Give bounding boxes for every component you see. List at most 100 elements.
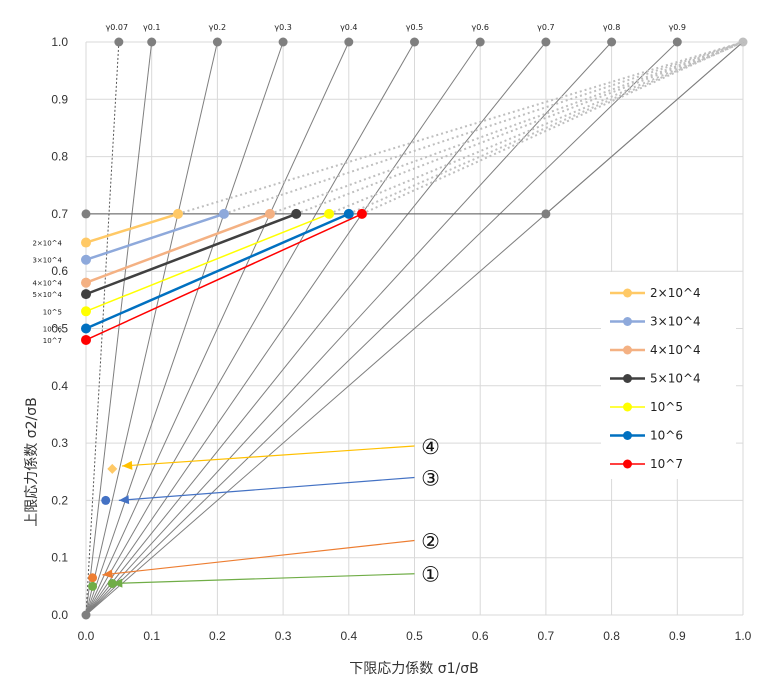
series-y-label: 10^7: [43, 337, 62, 345]
series-y-label: 2×10^4: [32, 240, 62, 248]
grid: [85, 41, 744, 616]
series-line: [85, 212, 297, 296]
legend-label: 4×10^4: [650, 343, 701, 357]
series-line: [85, 213, 330, 313]
legend-swatch-marker: [623, 459, 632, 469]
y-tick-label: 0.3: [51, 436, 68, 450]
series-point-start: [81, 277, 91, 288]
x-tick-label: 0.1: [143, 629, 160, 643]
convergence-line: [177, 41, 744, 215]
y-tick-label: 0.0: [51, 608, 68, 622]
annotation-arrowhead: [122, 460, 133, 470]
series-point-start: [81, 306, 91, 317]
gamma-endpoint-marker: [475, 37, 485, 47]
y-tick-label: 0.4: [51, 379, 68, 393]
y-tick-label: 0.1: [51, 551, 68, 565]
convergence-line: [295, 41, 744, 215]
y-tick-label: 0.2: [51, 493, 68, 507]
annotation-label: ③: [421, 466, 440, 490]
gamma-endpoint-marker: [147, 37, 157, 47]
series-point-end: [343, 208, 354, 219]
series-line: [85, 212, 271, 284]
series-point-end: [172, 208, 183, 219]
series-line: [85, 212, 179, 244]
gamma-line: [85, 41, 678, 616]
y-tick-label: 1.0: [51, 35, 68, 49]
series-y-label: 5×10^4: [32, 291, 62, 299]
dotted-convergence-lines: [177, 41, 744, 215]
reference-marker-left: [81, 209, 91, 219]
series-lines: [81, 208, 367, 345]
series-point-start: [81, 254, 91, 265]
convergence-line: [328, 41, 744, 215]
gamma-endpoint-marker: [672, 37, 682, 47]
markers: [81, 463, 118, 620]
x-tick-label: 0.9: [669, 629, 686, 643]
gamma-endpoint-marker: [212, 37, 222, 47]
x-tick-label: 0.6: [472, 629, 489, 643]
series-point-end: [356, 208, 367, 219]
annotation-arrowhead: [112, 578, 123, 588]
legend-swatch-marker: [623, 345, 632, 355]
gamma-line: [85, 41, 284, 616]
annotation-arrowhead: [118, 495, 130, 505]
gamma-label: γ0.8: [603, 23, 620, 32]
x-tick-label: 0.2: [209, 629, 226, 643]
legend-label: 3×10^4: [650, 315, 701, 329]
gamma-line: [85, 41, 547, 616]
legend-label: 10^6: [650, 429, 683, 443]
gamma-label: γ0.6: [471, 23, 488, 32]
series-point-end: [324, 208, 335, 219]
gamma-label: γ0.3: [274, 23, 291, 32]
series-point-start: [81, 237, 91, 248]
legend-swatch-marker: [623, 288, 632, 298]
convergence-line: [348, 41, 744, 215]
series-y-label: 10^5: [43, 308, 62, 316]
gamma-label: γ0.2: [209, 23, 226, 32]
gamma-line: [85, 41, 481, 616]
gamma-endpoint-marker: [541, 37, 551, 47]
series-y-label: 10^6: [43, 326, 63, 334]
legend-label: 10^7: [650, 457, 683, 471]
x-tick-label: 1.0: [735, 629, 752, 643]
y-axis-title: 上限応力係数 σ2/σB: [24, 397, 40, 526]
x-tick-label: 0.5: [406, 629, 423, 643]
x-tick-label: 0.3: [275, 629, 292, 643]
y-tick-label: 0.6: [51, 264, 68, 278]
legend-label: 10^5: [650, 400, 683, 414]
gamma-endpoint-marker: [607, 37, 617, 47]
legend-box: [601, 272, 736, 479]
y-tick-label: 0.5: [51, 322, 68, 336]
legend-swatch-marker: [623, 402, 632, 412]
data-marker: [101, 495, 111, 505]
gamma-endpoint-marker: [344, 37, 354, 47]
convergence-line: [269, 41, 744, 215]
legend-swatch-marker: [623, 431, 632, 440]
series-point-start: [81, 289, 91, 300]
convergence-line: [223, 41, 744, 215]
y-tick-label: 0.7: [51, 207, 68, 221]
series-point-end: [264, 208, 275, 219]
series-y-labels: 2×10^4 3×10^4 4×10^4 5×10^4 10^5 10^6 10^7: [32, 240, 62, 345]
gamma-label: γ0.9: [669, 23, 686, 32]
series-point-start: [81, 323, 91, 334]
gamma-line: [85, 41, 415, 616]
data-marker-diamond: [107, 463, 118, 474]
legend-swatch-marker: [623, 374, 632, 383]
convergence-line: [361, 41, 744, 215]
x-tick-label: 0.4: [340, 629, 357, 643]
data-marker: [88, 581, 98, 591]
x-tick-label: 0.0: [78, 629, 95, 643]
gamma-endpoint-marker: [410, 37, 419, 47]
annotation-arrow-line: [102, 539, 415, 576]
annotation-label: ④: [421, 435, 440, 459]
gamma-endpoint-marker: [114, 37, 124, 47]
gamma-line: [85, 41, 153, 616]
gamma-label: γ0.7: [537, 23, 554, 32]
series-y-label: 3×10^4: [32, 257, 62, 265]
gamma-label: γ0.5: [406, 23, 423, 32]
legend: 2×10^4 3×10^4 4×10^4 5×10^4 10^5 10^6 10^7: [601, 272, 736, 479]
gamma-endpoint-marker: [278, 37, 288, 47]
data-marker: [107, 578, 117, 588]
